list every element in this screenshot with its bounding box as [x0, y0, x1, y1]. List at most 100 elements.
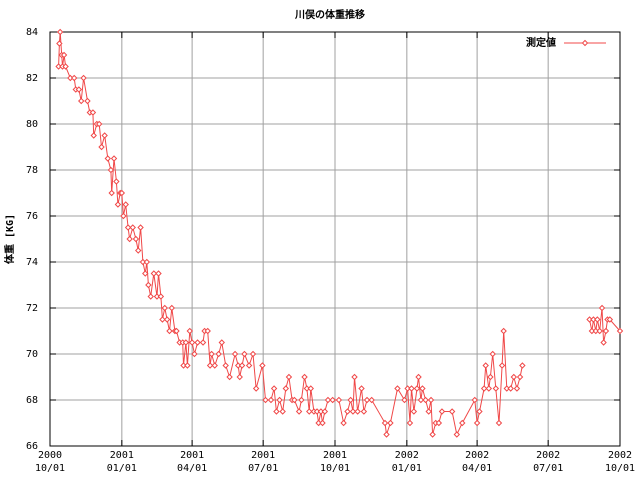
data-point: [188, 339, 196, 346]
data-point: [114, 201, 122, 208]
data-point: [161, 304, 168, 312]
data-point: [215, 350, 222, 358]
x-tick-label: 10/01: [320, 463, 350, 474]
data-point: [507, 385, 514, 392]
data-point: [301, 373, 308, 381]
data-point: [132, 235, 140, 243]
legend-marker: [581, 39, 589, 47]
data-point: [249, 350, 257, 358]
data-point: [145, 281, 152, 289]
data-point: [150, 270, 158, 277]
data-point: [489, 350, 496, 358]
y-tick-label: 76: [26, 211, 38, 222]
data-point: [329, 396, 336, 404]
data-point: [262, 396, 269, 404]
data-point: [70, 74, 78, 82]
data-point: [417, 396, 425, 404]
data-point: [598, 304, 606, 312]
data-point: [383, 431, 390, 438]
x-tick-label: 2002: [536, 450, 560, 461]
data-point: [381, 419, 389, 427]
x-tick-label: 01/01: [392, 463, 422, 474]
data-point: [147, 293, 154, 300]
y-tick-label: 82: [26, 73, 38, 84]
x-tick-label: 04/01: [462, 463, 492, 474]
data-point: [120, 212, 127, 220]
y-tick-label: 74: [26, 257, 38, 268]
data-point: [124, 224, 132, 231]
data-point: [159, 316, 166, 323]
x-tick-label: 2002: [608, 450, 632, 461]
data-point: [295, 408, 303, 415]
data-point: [129, 224, 136, 231]
x-tick-label: 2001: [323, 450, 347, 461]
data-point: [208, 350, 215, 358]
data-point: [492, 385, 500, 392]
data-point: [513, 385, 521, 392]
data-point: [419, 385, 426, 392]
data-point: [80, 74, 87, 82]
data-point: [459, 419, 466, 427]
data-point: [204, 327, 211, 335]
plot-border: [49, 31, 621, 447]
data-point: [358, 385, 365, 392]
data-point: [101, 132, 108, 139]
data-point: [276, 396, 283, 404]
data-point: [245, 362, 253, 369]
data-point: [142, 270, 149, 277]
data-point: [368, 396, 375, 404]
data-point: [104, 155, 111, 162]
y-tick-label: 72: [26, 303, 38, 314]
data-point: [56, 40, 63, 47]
data-point: [90, 132, 97, 139]
data-point: [166, 327, 173, 335]
data-point: [218, 339, 225, 346]
data-point: [495, 419, 503, 427]
data-point: [410, 408, 418, 415]
data-point: [340, 419, 347, 427]
data-point: [394, 385, 401, 392]
x-tick-label: 07/01: [248, 463, 278, 474]
data-point: [616, 327, 624, 335]
data-point: [279, 408, 286, 415]
data-point: [321, 408, 329, 415]
data-point: [500, 327, 507, 335]
data-point: [510, 373, 518, 381]
data-point: [107, 166, 115, 174]
data-point: [155, 270, 162, 277]
data-point: [401, 396, 408, 404]
y-tick-label: 78: [26, 165, 38, 176]
data-point: [238, 362, 246, 369]
data-point: [173, 327, 180, 335]
data-point: [406, 419, 414, 427]
data-point: [199, 339, 207, 346]
data-point: [435, 419, 443, 427]
data-point: [485, 385, 493, 392]
data-point: [56, 28, 64, 36]
data-point: [122, 201, 129, 208]
y-tick-label: 84: [26, 27, 38, 38]
data-point: [194, 339, 201, 346]
data-point: [349, 408, 357, 415]
data-point: [168, 304, 176, 312]
x-tick-label: 2001: [251, 450, 275, 461]
data-point: [137, 224, 144, 231]
data-point: [602, 327, 610, 335]
data-point: [186, 327, 193, 335]
y-tick-label: 70: [26, 349, 38, 360]
x-tick-label: 07/01: [533, 463, 563, 474]
data-point: [596, 327, 603, 335]
data-point: [285, 373, 293, 381]
data-point: [191, 350, 198, 358]
data-point: [75, 86, 83, 93]
data-point: [118, 189, 126, 197]
data-point: [163, 316, 171, 323]
data-point: [363, 396, 371, 404]
data-point: [519, 362, 526, 369]
data-point: [448, 408, 456, 415]
data-point: [422, 396, 429, 404]
data-point: [347, 396, 354, 404]
data-point: [282, 385, 290, 392]
y-axis-label: 体重 [KG]: [3, 214, 16, 264]
